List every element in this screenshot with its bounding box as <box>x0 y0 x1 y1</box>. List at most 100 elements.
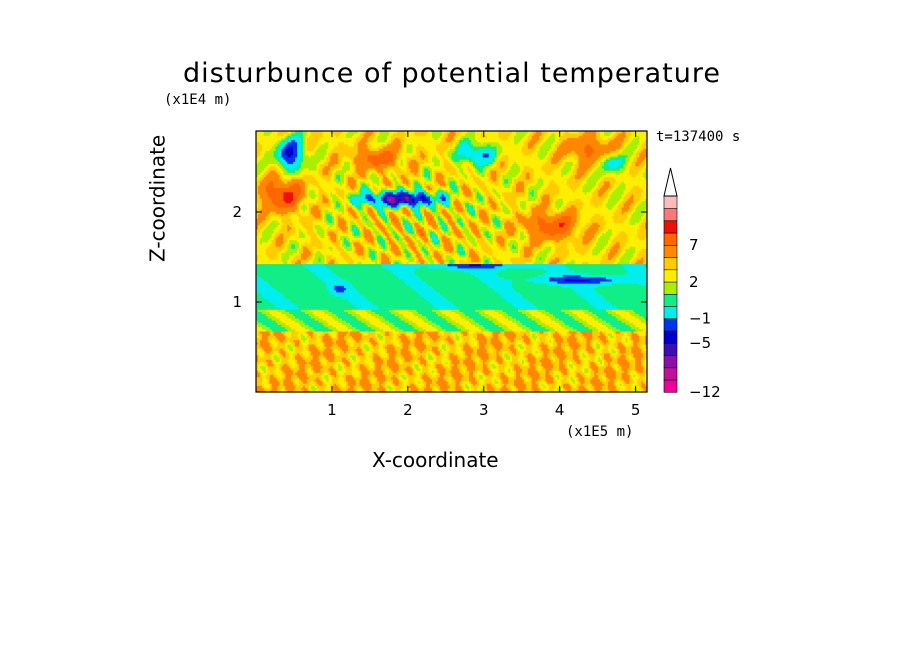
field-cell <box>269 383 273 386</box>
field-cell <box>390 368 394 371</box>
field-cell <box>592 368 595 371</box>
field-cell <box>557 385 560 389</box>
field-cell <box>277 387 280 391</box>
field-cell <box>570 368 574 371</box>
field-cell <box>433 370 437 373</box>
field-cell <box>308 389 312 393</box>
field-cell <box>594 389 597 393</box>
field-cell <box>586 376 589 380</box>
field-cell <box>281 361 284 365</box>
field-cell <box>316 363 319 367</box>
field-cell <box>426 389 429 393</box>
field-cell <box>334 368 337 371</box>
field-cell <box>351 365 355 369</box>
field-cell <box>490 389 493 393</box>
field-cell <box>365 376 368 380</box>
field-cell <box>318 372 321 376</box>
field-cell <box>480 385 484 389</box>
field-cell <box>643 368 646 371</box>
field-cell <box>625 376 628 380</box>
field-cell <box>445 374 448 378</box>
field-cell <box>578 368 581 371</box>
field-cell <box>390 389 394 393</box>
field-cell <box>435 378 439 382</box>
field-cell <box>418 389 421 393</box>
field-cell <box>291 387 294 391</box>
field-cell <box>312 365 316 369</box>
field-cell <box>566 363 570 367</box>
field-cell <box>590 383 593 386</box>
field-cell <box>549 370 552 373</box>
field-cell <box>430 378 433 382</box>
field-cell <box>259 381 263 384</box>
field-cell <box>588 365 591 369</box>
field-cell <box>465 385 468 389</box>
field-cell <box>478 365 482 369</box>
field-cell <box>455 387 458 391</box>
field-cell <box>588 387 591 391</box>
field-cell <box>529 378 533 382</box>
field-cell <box>643 376 646 380</box>
field-cell <box>285 361 288 365</box>
field-cell <box>265 389 269 393</box>
field-cell <box>302 385 306 389</box>
field-cell <box>369 365 372 369</box>
field-cell <box>422 383 425 386</box>
field-cell <box>342 370 345 373</box>
field-cell <box>390 385 394 389</box>
field-cell <box>463 372 466 376</box>
field-cell <box>562 372 566 376</box>
field-cell <box>334 378 337 382</box>
field-cell <box>359 383 362 386</box>
field-cell <box>467 370 470 373</box>
field-cell <box>584 374 587 378</box>
field-cell <box>576 389 579 393</box>
field-cell <box>320 376 323 380</box>
field-cell <box>306 376 310 380</box>
field-cell <box>598 372 601 376</box>
field-cell <box>285 374 288 378</box>
field-cell <box>355 387 359 391</box>
field-cell <box>555 389 558 393</box>
field-cell <box>259 374 263 378</box>
field-cell <box>340 387 343 391</box>
field-cell <box>345 387 349 391</box>
field-cell <box>426 363 429 367</box>
field-cell <box>602 383 605 386</box>
field-cell <box>424 370 427 373</box>
field-cell <box>457 370 460 373</box>
field-cell <box>643 385 646 389</box>
field-cell <box>525 378 529 382</box>
field-cell <box>437 376 441 380</box>
field-cell <box>338 363 341 367</box>
field-cell <box>326 383 329 386</box>
field-cell <box>256 385 259 389</box>
field-cell <box>347 389 351 393</box>
field-cell <box>521 385 525 389</box>
field-cell <box>353 368 357 371</box>
field-cell <box>594 381 597 384</box>
field-cell <box>629 378 632 382</box>
field-cell <box>373 381 376 384</box>
field-cell <box>484 372 488 376</box>
field-cell <box>498 378 501 382</box>
field-cell <box>396 381 400 384</box>
field-cell <box>256 374 259 378</box>
field-cell <box>326 370 329 373</box>
field-cell <box>586 385 589 389</box>
field-cell <box>390 372 394 376</box>
field-cell <box>273 374 276 378</box>
field-cell <box>312 361 316 365</box>
field-cell <box>609 370 613 373</box>
field-cell <box>394 381 398 384</box>
field-cell <box>283 387 286 391</box>
field-cell <box>635 378 638 382</box>
field-cell <box>641 378 644 382</box>
field-cell <box>629 368 632 371</box>
field-cell <box>582 368 585 371</box>
field-cell <box>621 389 624 393</box>
field-cell <box>263 361 267 365</box>
field-cell <box>564 370 568 373</box>
field-cell <box>521 387 525 391</box>
field-cell <box>533 381 536 384</box>
